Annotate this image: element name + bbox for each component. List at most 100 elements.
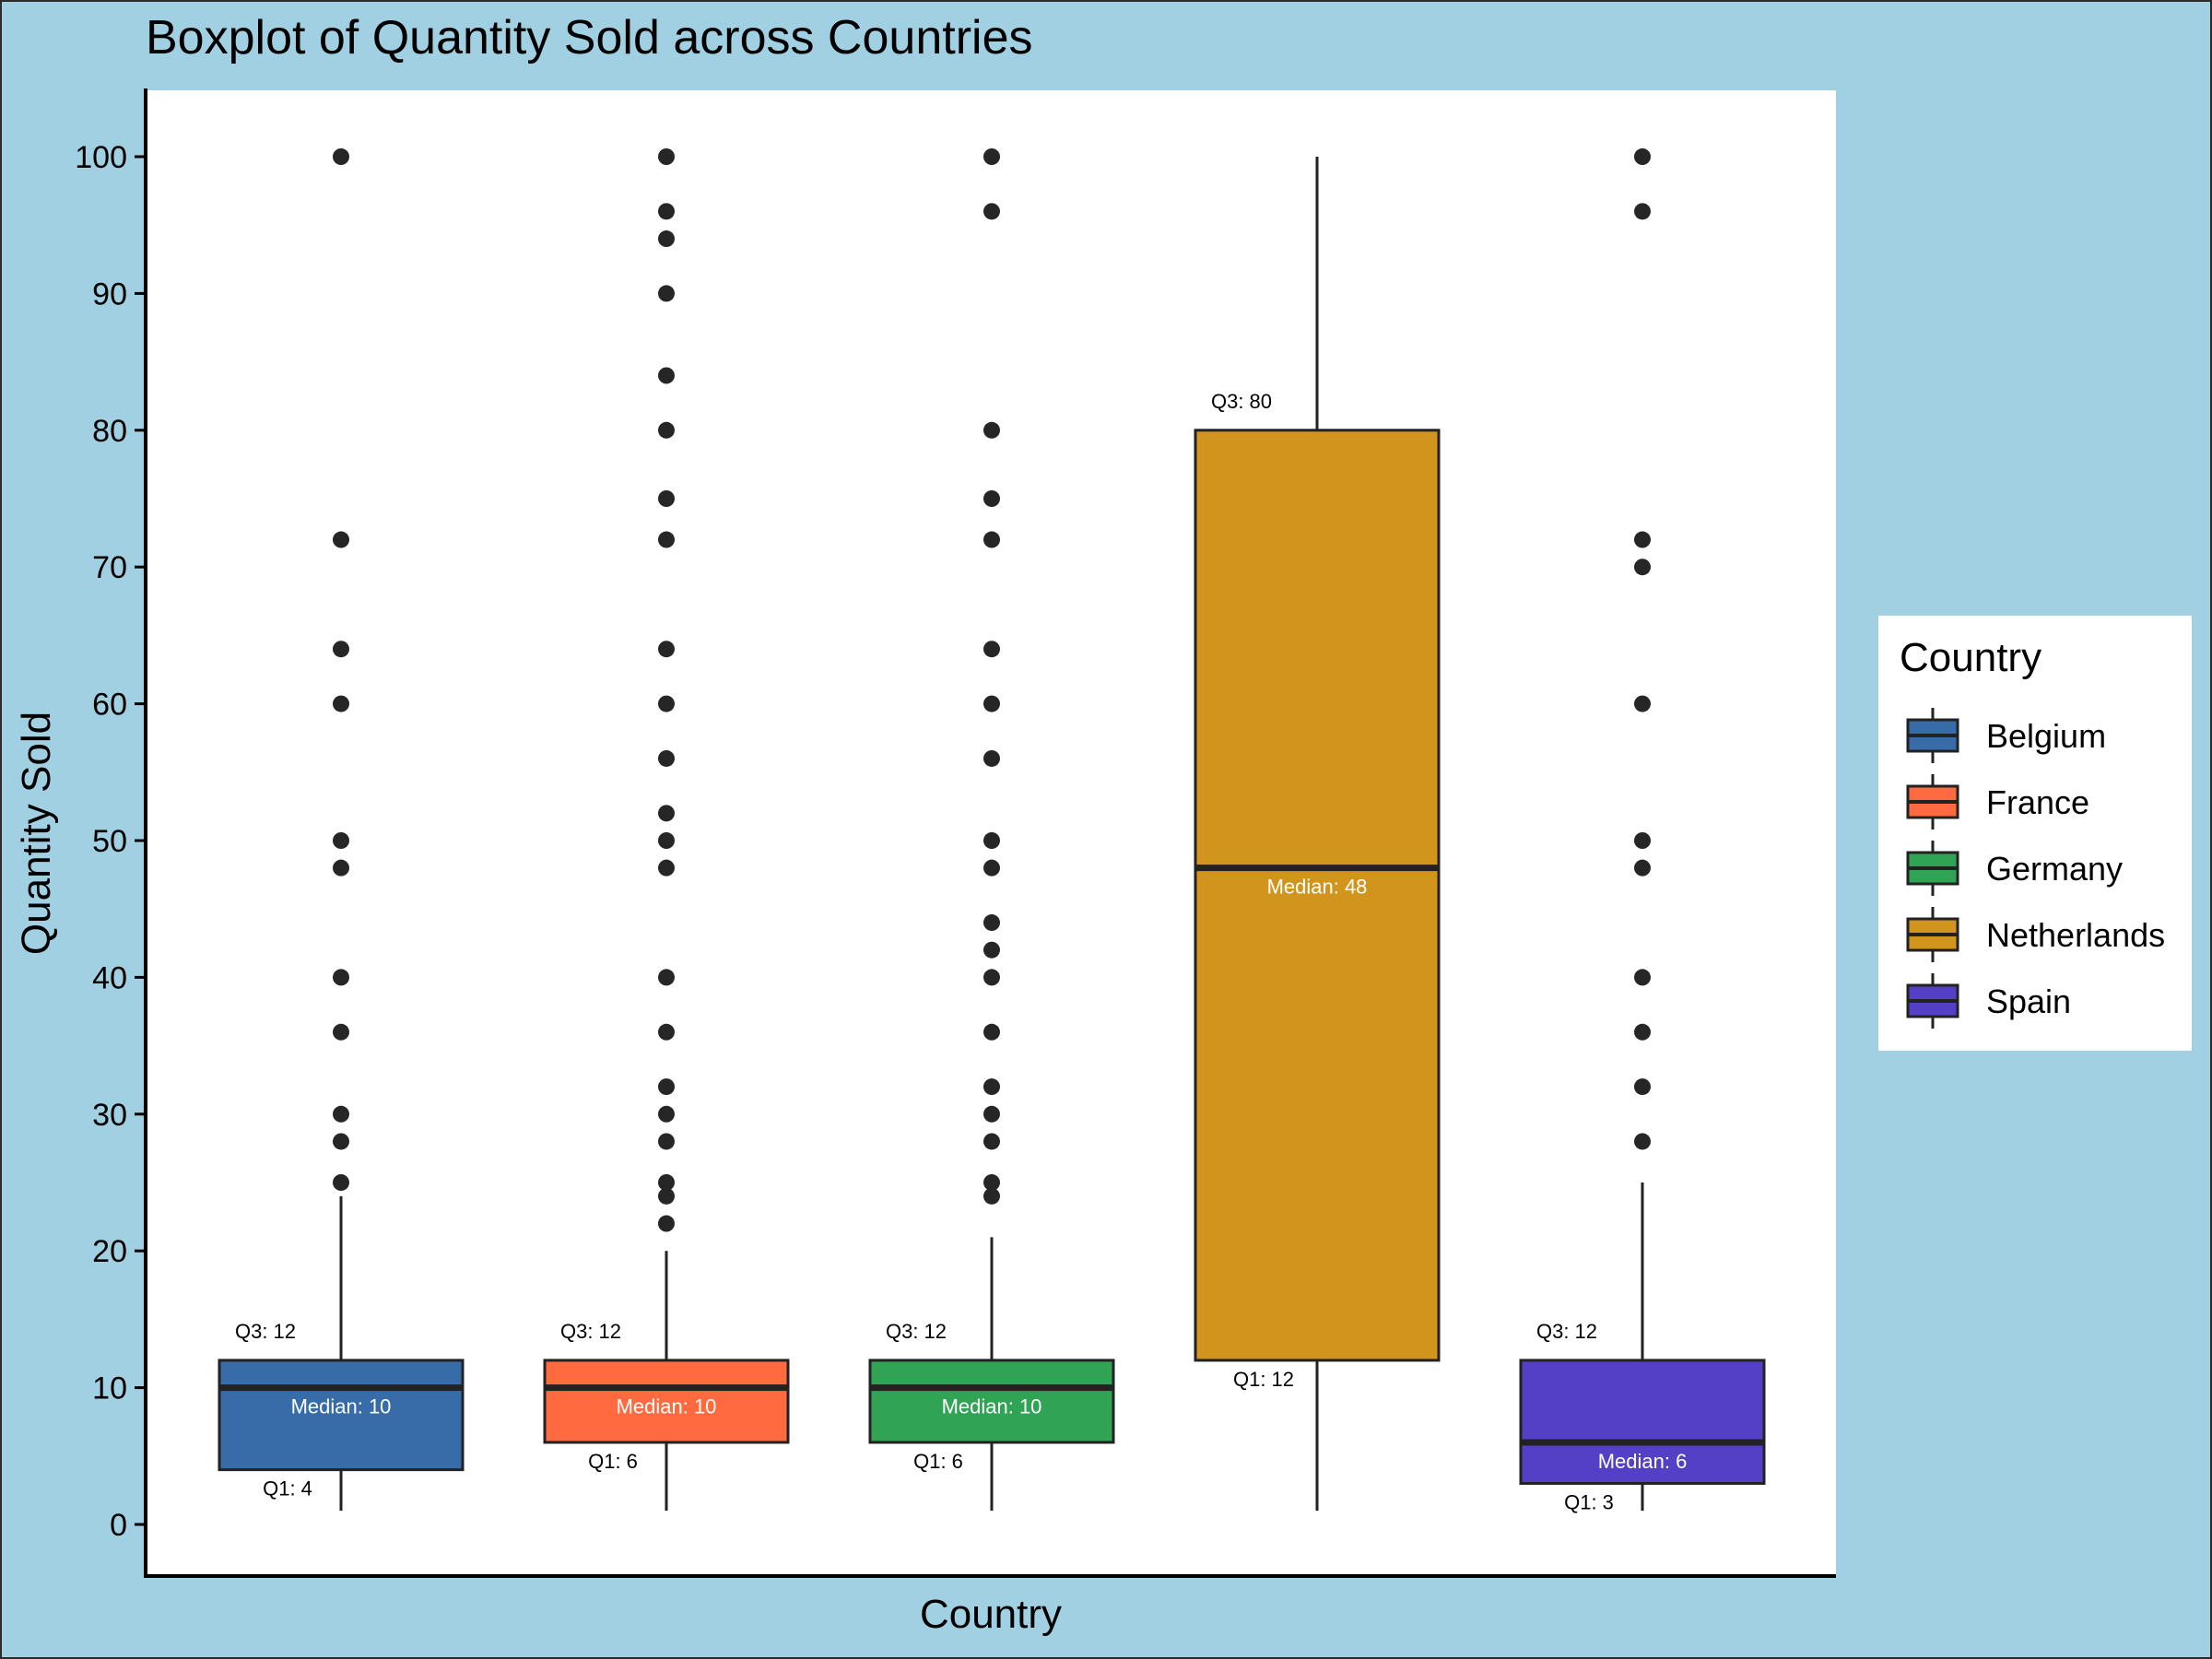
box-netherlands: Median: 48 Q3: 80 Q1: 12 — [1194, 157, 1441, 1512]
legend: Country Belgium France Germany Netherlands S… — [1878, 616, 2192, 1051]
box-iqr — [1519, 1359, 1766, 1485]
outlier-point — [983, 531, 1000, 548]
outlier-point — [333, 969, 349, 986]
legend-item-germany: Germany — [1906, 841, 2123, 896]
outlier-point — [983, 1187, 1000, 1205]
outlier-point — [658, 531, 675, 548]
outlier-point — [983, 941, 1000, 959]
q1-label: Q1: 6 — [913, 1450, 963, 1473]
outlier-point — [983, 969, 1000, 986]
legend-label: Germany — [1986, 850, 2123, 888]
outlier-point — [1634, 695, 1651, 712]
outlier-point — [983, 490, 1000, 507]
q3-label: Q3: 12 — [886, 1320, 947, 1343]
outlier-point — [1634, 969, 1651, 986]
y-tick-label: 100 — [75, 140, 127, 175]
outlier-point — [983, 203, 1000, 220]
outlier-point — [658, 148, 675, 165]
box-belgium: Median: 10 Q3: 12 Q1: 4 — [218, 148, 465, 1512]
y-tick-label: 60 — [92, 688, 127, 723]
y-tick-label: 20 — [92, 1234, 127, 1269]
outlier-point — [658, 969, 675, 986]
median-label: Median: 10 — [291, 1395, 392, 1418]
outlier-point — [658, 1174, 675, 1191]
legend-item-netherlands: Netherlands — [1906, 907, 2165, 962]
outlier-point — [983, 641, 1000, 658]
outlier-point — [1634, 148, 1651, 165]
outlier-point — [1634, 559, 1651, 576]
box-germany: Median: 10 Q3: 12 Q1: 6 — [868, 148, 1115, 1512]
box-iqr — [218, 1359, 465, 1472]
outlier-point — [1634, 1133, 1651, 1150]
outlier-point — [658, 421, 675, 439]
y-tick-label: 30 — [92, 1098, 127, 1133]
outlier-point — [983, 859, 1000, 877]
outlier-point — [658, 230, 675, 248]
outlier-point — [983, 1105, 1000, 1123]
legend-label: Spain — [1986, 982, 2071, 1020]
outlier-point — [333, 148, 349, 165]
outlier-point — [658, 695, 675, 712]
legend-item-spain: Spain — [1906, 973, 2071, 1029]
outlier-point — [658, 1133, 675, 1150]
outlier-point — [1634, 832, 1651, 849]
legend-background — [1878, 616, 2192, 1051]
outlier-point — [333, 859, 349, 877]
legend-items: Belgium France Germany Netherlands Spain — [1906, 708, 2165, 1029]
outlier-point — [333, 695, 349, 712]
outlier-point — [333, 1174, 349, 1191]
outlier-point — [658, 367, 675, 384]
q3-label: Q3: 12 — [560, 1320, 621, 1343]
outlier-point — [983, 421, 1000, 439]
outlier-point — [333, 1133, 349, 1150]
outlier-point — [333, 1023, 349, 1041]
outlier-point — [333, 641, 349, 658]
outlier-point — [333, 832, 349, 849]
legend-label: France — [1986, 783, 2089, 821]
outlier-point — [983, 1023, 1000, 1041]
q1-label: Q1: 6 — [588, 1450, 638, 1473]
outlier-point — [658, 1078, 675, 1096]
outlier-point — [1634, 531, 1651, 548]
outlier-point — [983, 914, 1000, 932]
outlier-point — [658, 203, 675, 220]
x-axis-title: Country — [920, 1592, 1062, 1637]
q3-label: Q3: 12 — [1536, 1320, 1597, 1343]
outlier-point — [983, 832, 1000, 849]
outlier-point — [333, 531, 349, 548]
outlier-point — [1634, 859, 1651, 877]
legend-item-france: France — [1906, 774, 2089, 830]
outlier-point — [658, 832, 675, 849]
outlier-point — [983, 749, 1000, 767]
q3-label: Q3: 12 — [235, 1320, 296, 1343]
outlier-point — [983, 695, 1000, 712]
q1-label: Q1: 12 — [1233, 1368, 1294, 1391]
outlier-point — [1634, 1078, 1651, 1096]
y-tick-label: 70 — [92, 550, 127, 585]
outlier-point — [658, 749, 675, 767]
median-label: Median: 10 — [617, 1395, 717, 1418]
outlier-point — [983, 148, 1000, 165]
outlier-point — [1634, 203, 1651, 220]
box-iqr — [1194, 429, 1441, 1362]
y-tick-label: 80 — [92, 414, 127, 449]
y-tick-label: 90 — [92, 276, 127, 312]
y-axis: 0 10 20 30 40 50 60 70 80 90 100 — [75, 140, 146, 1543]
median-label: Median: 48 — [1267, 876, 1368, 899]
median-label: Median: 6 — [1598, 1450, 1688, 1473]
outlier-point — [983, 1174, 1000, 1191]
outlier-point — [658, 285, 675, 302]
y-tick-label: 50 — [92, 824, 127, 859]
outlier-point — [658, 1105, 675, 1123]
legend-item-belgium: Belgium — [1906, 708, 2106, 763]
outlier-point — [658, 805, 675, 822]
q3-label: Q3: 80 — [1211, 390, 1272, 413]
outlier-point — [983, 1078, 1000, 1096]
box-group: Median: 10 Q3: 12 Q1: 4 Median: 10 Q3: 12 Q1:… — [218, 148, 1766, 1513]
y-tick-label: 40 — [92, 960, 127, 995]
outlier-point — [658, 1215, 675, 1232]
legend-label: Belgium — [1986, 717, 2106, 755]
y-axis-title: Quantity Sold — [14, 712, 59, 955]
